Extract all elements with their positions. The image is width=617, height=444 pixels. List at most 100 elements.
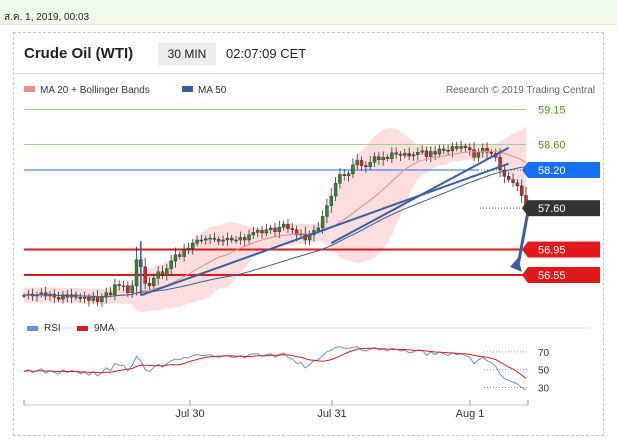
x-tick-label-0: Jul 30 (175, 408, 204, 420)
candle (372, 152, 377, 168)
candle-body (273, 227, 277, 232)
date-label: ส.ค. 1, 2019, 00:03 (4, 12, 90, 23)
candle (247, 229, 251, 244)
candle-body (173, 254, 178, 262)
candle (429, 146, 433, 163)
candle-body (243, 237, 247, 241)
candle (221, 235, 225, 246)
candle-body (498, 157, 502, 171)
candle (442, 144, 446, 155)
candle-body (182, 249, 186, 257)
trend-line-up (140, 162, 510, 297)
candle (143, 257, 147, 290)
candle-body (506, 176, 511, 180)
candle-body (286, 223, 290, 229)
candle (463, 143, 468, 153)
candle (264, 223, 269, 237)
candle (243, 234, 247, 246)
candle (160, 265, 165, 279)
candle-body (281, 223, 286, 228)
candle (364, 161, 368, 173)
candle-body (238, 237, 243, 241)
candle-body (325, 205, 329, 217)
candle-body (489, 151, 494, 154)
candle-body (169, 260, 173, 269)
candle (381, 151, 385, 166)
interval-badge[interactable]: 30 MIN (158, 43, 216, 65)
candle (368, 155, 372, 171)
instrument-title: Crude Oil (WTI) (24, 45, 134, 62)
candle (104, 287, 108, 304)
candle-body (130, 285, 134, 294)
candle (333, 177, 338, 202)
rsi-ma-line (23, 347, 527, 379)
candle (82, 291, 87, 304)
candle (268, 224, 273, 234)
candle-body (225, 237, 230, 241)
rsi-tick-1: 50 (538, 366, 550, 377)
candle (156, 266, 160, 285)
legend-ma50-label: MA 50 (198, 85, 227, 96)
candle-body (515, 182, 520, 187)
x-tick-label-2: Aug 1 (456, 408, 485, 420)
level-label-1: 58.60 (538, 140, 566, 152)
candle (290, 223, 295, 235)
candle-body (485, 148, 489, 153)
rsi-line (23, 346, 527, 391)
candle (329, 188, 333, 213)
candle (195, 235, 199, 247)
candle-body (199, 239, 204, 242)
candle-body (342, 174, 346, 176)
candle-body (355, 160, 359, 166)
candle (481, 143, 485, 158)
candle (338, 167, 342, 189)
candle (420, 145, 424, 155)
legend-ma50: MA 50 (182, 85, 226, 96)
candle-body (121, 285, 126, 288)
candle-body (108, 292, 113, 295)
candle (485, 142, 489, 159)
candle-body (255, 230, 260, 233)
candle (182, 243, 186, 262)
candle-body (217, 239, 221, 242)
candle (186, 242, 191, 255)
candle (489, 149, 494, 157)
candle-body (113, 284, 117, 295)
candle-body (191, 242, 195, 249)
candle-body (442, 148, 446, 151)
candle-body (351, 164, 355, 175)
candle-body (61, 294, 65, 300)
candle (273, 222, 277, 237)
candle-body (459, 146, 463, 149)
candle (502, 165, 507, 184)
candle (251, 226, 256, 239)
candle-body (433, 151, 437, 155)
candle (390, 147, 394, 164)
rsi-tick-0: 70 (538, 348, 550, 359)
candle (230, 234, 234, 243)
header-divider (14, 73, 603, 74)
forecast-arrow-shaft (516, 211, 530, 267)
candle (238, 231, 243, 245)
candle-body (91, 296, 95, 301)
candle-body (320, 216, 325, 229)
candle (100, 293, 104, 308)
level-label-3: 57.60 (538, 203, 566, 215)
candle-body (208, 237, 212, 240)
candle (169, 254, 173, 275)
candle-body (95, 296, 100, 302)
candle (56, 291, 61, 303)
trend-line-up-2 (330, 146, 510, 245)
candle-body (377, 156, 381, 161)
candle-body (398, 153, 403, 156)
candle (346, 170, 351, 182)
candle-body (424, 150, 429, 157)
candle (225, 232, 230, 246)
candle-body (104, 292, 108, 298)
candle-body (290, 228, 295, 231)
candle-body (147, 283, 152, 287)
candle-body (234, 239, 238, 242)
legend-ma20-label: MA 20 + Bollinger Bands (40, 85, 150, 96)
candle-body (364, 165, 368, 168)
candle (385, 154, 390, 162)
